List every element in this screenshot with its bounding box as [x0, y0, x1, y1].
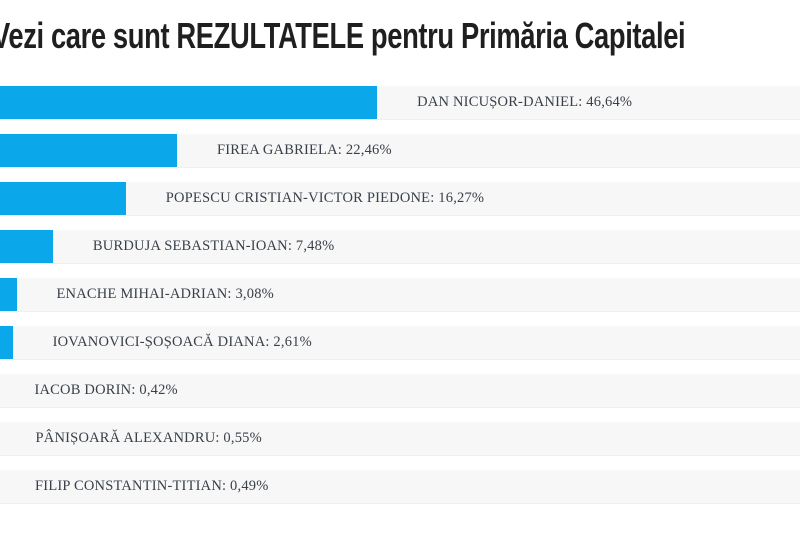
result-row: IOVANOVICI-ȘOȘOACĂ DIANA: 2,61% — [0, 326, 800, 360]
result-label: BURDUJA SEBASTIAN-IOAN: 7,48% — [92, 238, 335, 254]
result-label: IOVANOVICI-ȘOȘOACĂ DIANA: 2,61% — [52, 334, 312, 350]
results-chart: DAN NICUȘOR-DANIEL: 46,64% FIREA GABRIEL… — [0, 86, 800, 518]
result-label: ENACHE MIHAI-ADRIAN: 3,08% — [56, 286, 274, 302]
result-bar — [0, 134, 177, 167]
result-row: BURDUJA SEBASTIAN-IOAN: 7,48% — [0, 230, 800, 264]
result-bar — [0, 182, 126, 215]
result-label: FILIP CONSTANTIN-TITIAN: 0,49% — [35, 478, 269, 494]
result-row: FILIP CONSTANTIN-TITIAN: 0,49% — [0, 470, 800, 504]
result-row: POPESCU CRISTIAN-VICTOR PIEDONE: 16,27% — [0, 182, 800, 216]
page-title: Vezi care sunt REZULTATELE pentru Primăr… — [0, 15, 686, 56]
result-bar — [0, 86, 378, 119]
result-bar — [0, 230, 53, 263]
result-label: DAN NICUȘOR-DANIEL: 46,64% — [417, 94, 633, 110]
result-bar — [0, 326, 13, 359]
result-row: DAN NICUȘOR-DANIEL: 46,64% — [0, 86, 800, 120]
result-row: ENACHE MIHAI-ADRIAN: 3,08% — [0, 278, 800, 312]
result-row: FIREA GABRIELA: 22,46% — [0, 134, 800, 168]
result-bar — [0, 278, 17, 311]
result-label: IACOB DORIN: 0,42% — [34, 382, 178, 398]
result-label: FIREA GABRIELA: 22,46% — [216, 142, 392, 158]
result-label: PÂNIȘOARĂ ALEXANDRU: 0,55% — [35, 430, 262, 446]
result-label: POPESCU CRISTIAN-VICTOR PIEDONE: 16,27% — [165, 190, 485, 206]
result-row: PÂNIȘOARĂ ALEXANDRU: 0,55% — [0, 422, 800, 456]
result-row: IACOB DORIN: 0,42% — [0, 374, 800, 408]
